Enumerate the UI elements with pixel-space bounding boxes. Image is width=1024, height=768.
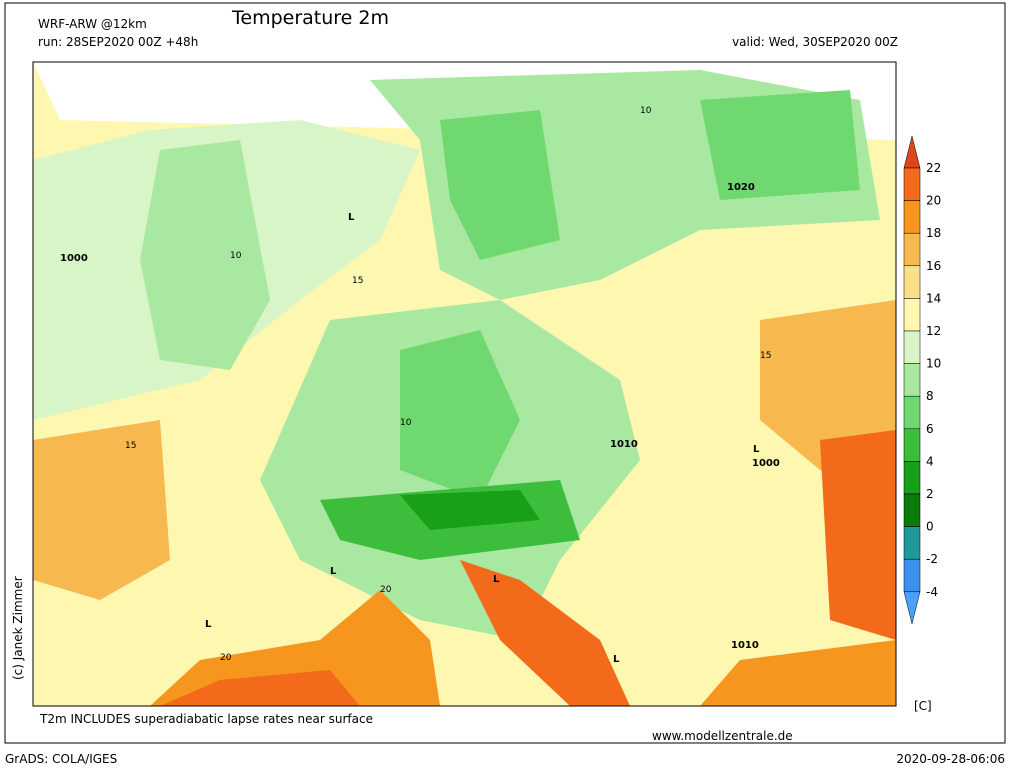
colorbar-label: 6 [926, 422, 934, 436]
colorbar-segment [903, 461, 921, 495]
low-label: L [493, 574, 500, 585]
colorbar-label: 22 [926, 161, 941, 175]
colorbar-label: 16 [926, 259, 941, 273]
isotherm-label: 10 [400, 418, 412, 428]
colorbar-label: -4 [926, 585, 938, 599]
colorbar-segment [903, 330, 921, 364]
colorbar-segment [903, 395, 921, 430]
copyright: (c) Janek Zimmer [11, 576, 25, 680]
colorbar-segment [903, 493, 921, 527]
colorbar-label: 0 [926, 520, 934, 534]
isotherm-label: 20 [380, 585, 392, 595]
unit-label: [C] [914, 699, 932, 713]
isobar-label: 1010 [731, 640, 759, 651]
colorbar-tip [903, 591, 921, 624]
colorbar-label: -2 [926, 552, 938, 566]
colorbar-segment [903, 298, 921, 332]
colorbar-segment [903, 526, 921, 560]
note: T2m INCLUDES superadiabatic lapse rates … [39, 712, 373, 726]
isotherm-label: 15 [125, 441, 136, 451]
colorbar-segment [903, 363, 921, 397]
run-time: run: 28SEP2020 00Z +48h [38, 35, 198, 49]
isobar-label: 1000 [752, 458, 780, 469]
colorbar-segment [903, 232, 921, 267]
low-label: L [753, 444, 760, 455]
software: GrADS: COLA/IGES [5, 752, 117, 766]
colorbar-label: 4 [926, 454, 934, 468]
low-label: L [613, 654, 620, 665]
colorbar-label: 10 [926, 357, 941, 371]
colorbar-segment [903, 428, 921, 462]
model-name: WRF-ARW @12km [38, 17, 147, 31]
colorbar-label: 20 [926, 194, 941, 208]
valid-time: valid: Wed, 30SEP2020 00Z [732, 35, 898, 49]
isobar-label: 1020 [727, 182, 755, 193]
colorbar-label: 8 [926, 389, 934, 403]
colorbar-segment [903, 265, 921, 299]
isotherm-label: 15 [352, 276, 363, 286]
map-labels: L L L L L L 1000 1010 1020 1010 1000 10 … [60, 106, 780, 665]
colorbar-segment [903, 167, 921, 201]
colorbar-label: 18 [926, 226, 941, 240]
isobar-label: 1010 [610, 439, 638, 450]
timestamp: 2020-09-28-06:06 [896, 752, 1005, 766]
isotherm-label: 10 [230, 251, 242, 261]
map [32, 61, 897, 707]
colorbar-segment [903, 200, 921, 234]
isobar-label: 1000 [60, 253, 88, 264]
title: Temperature 2m [231, 7, 389, 29]
colorbar-segment [903, 558, 921, 593]
colorbar-label: 12 [926, 324, 941, 338]
low-label: L [348, 212, 355, 223]
isotherm-label: 10 [640, 106, 652, 116]
isotherm-label: 15 [760, 351, 771, 361]
site: www.modellzentrale.de [652, 729, 793, 743]
colorbar-label: 2 [926, 487, 934, 501]
low-label: L [330, 566, 337, 577]
low-label: L [205, 619, 212, 630]
colorbar-label: 14 [926, 291, 941, 305]
isotherm-label: 20 [220, 653, 232, 663]
